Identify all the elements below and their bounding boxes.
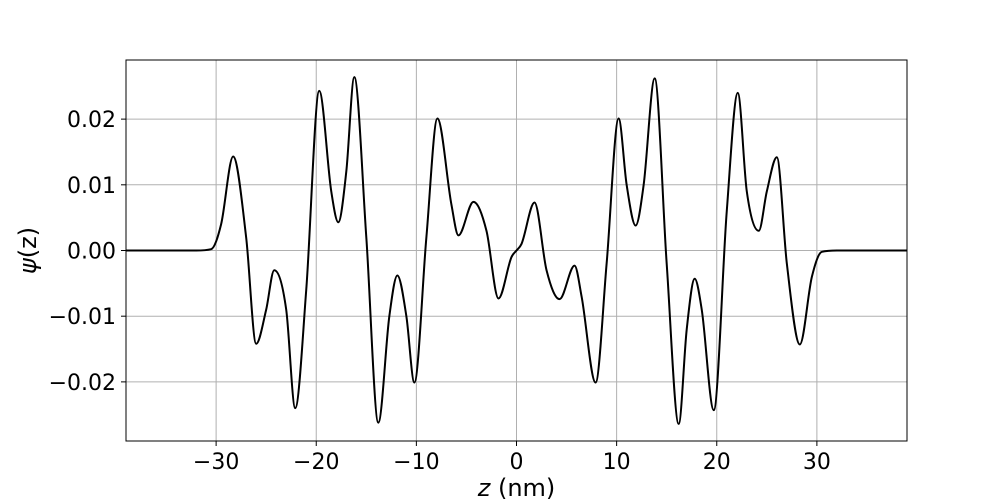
plot-frame <box>125 59 908 442</box>
y-tick-label: 0.00 <box>67 240 116 265</box>
y-axis-label: ψ(z) <box>14 227 42 274</box>
y-axis-label-arg: (z) <box>14 227 42 258</box>
y-tick-label: 0.01 <box>67 174 116 199</box>
y-axis-label-symbol: ψ <box>14 257 42 274</box>
x-tick-label: 30 <box>803 450 831 475</box>
y-tick-label: 0.02 <box>67 108 116 133</box>
x-axis-label-symbol: z <box>477 474 492 502</box>
y-axis-ticks: −0.02 −0.01 0.00 0.01 0.02 <box>49 108 126 396</box>
y-tick-label: −0.01 <box>49 305 116 330</box>
x-tick-label: −30 <box>193 450 239 475</box>
x-tick-label: −20 <box>293 450 339 475</box>
x-axis-label: z (nm) <box>477 474 556 502</box>
psi-curve <box>125 76 907 425</box>
y-tick-label: −0.02 <box>49 371 116 396</box>
x-axis-label-unit: (nm) <box>490 474 555 502</box>
grid <box>126 60 907 441</box>
x-tick-label: −10 <box>393 450 439 475</box>
x-tick-label: 10 <box>603 450 631 475</box>
x-axis-ticks: −30 −20 −10 0 10 20 30 <box>193 441 831 475</box>
x-tick-label: 20 <box>703 450 731 475</box>
x-tick-label: 0 <box>510 450 524 475</box>
